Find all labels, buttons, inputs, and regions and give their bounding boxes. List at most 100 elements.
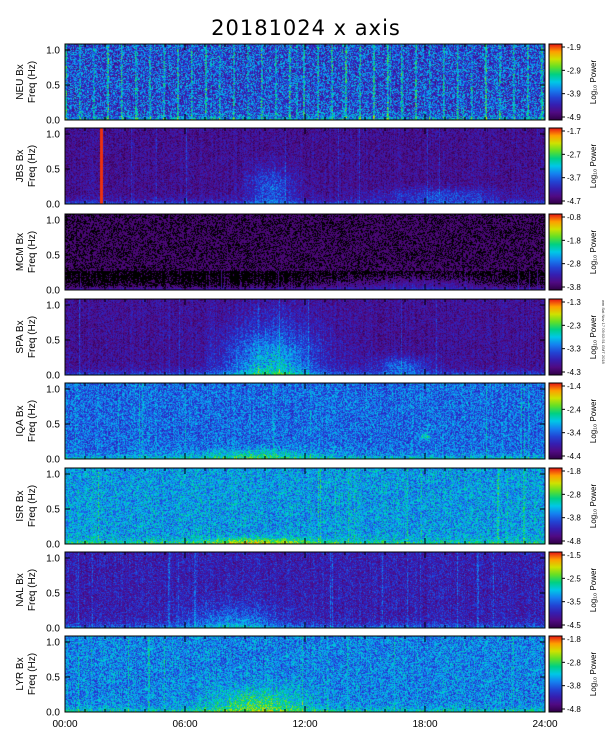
station-label: JBS Bx [15, 150, 26, 183]
spectrogram-5 [65, 383, 545, 459]
y-tick-label: 0.0 [46, 371, 60, 382]
y-tick-label: 0.5 [46, 505, 60, 516]
station-label: ISR Bx [15, 490, 26, 521]
colorbar [548, 298, 563, 376]
y-tick-label: 0.0 [46, 708, 60, 719]
colorbar-tick-label: -2.8 [567, 260, 581, 269]
colorbar-tick-label: -4.5 [567, 621, 581, 630]
spectrogram-8 [65, 636, 545, 712]
colorbar-tick-label: -1.9 [567, 43, 581, 52]
spectrogram-1 [65, 44, 545, 120]
panel-frame [64, 551, 546, 629]
x-tick-label: 12:00 [292, 719, 317, 730]
colorbar-tick-label: -2.8 [567, 490, 581, 499]
station-label: NEU Bx [15, 64, 26, 100]
y-axis-label: Freq (Hz) [27, 569, 38, 611]
spectrogram-6 [65, 468, 545, 544]
colorbar-tick-label: -3.4 [567, 429, 581, 438]
y-tick-label: 0.0 [46, 624, 60, 635]
y-tick-label: 1.0 [46, 216, 60, 227]
x-tick-label: 24:00 [532, 719, 557, 730]
y-tick-label: 0.5 [46, 81, 60, 92]
colorbar-tick-label: -4.9 [567, 113, 581, 122]
colorbar-tick-label: -1.8 [567, 236, 581, 245]
colorbar-label: Log₁₀ Power [589, 144, 598, 189]
x-tick-label: 18:00 [412, 719, 437, 730]
colorbar [548, 551, 563, 629]
y-axis-label: Freq (Hz) [27, 653, 38, 695]
colorbar-tick-label: -1.5 [567, 551, 581, 560]
x-tick-label: 00:00 [52, 719, 77, 730]
colorbar-tick-label: -3.9 [567, 90, 581, 99]
colorbar-tick-label: -2.8 [567, 658, 581, 667]
colorbar-tick-label: -2.4 [567, 405, 581, 414]
colorbar-tick-label: -4.8 [567, 705, 581, 714]
colorbar-label: Log₁₀ Power [589, 315, 598, 360]
colorbar-tick-label: -1.3 [567, 298, 581, 307]
y-tick-label: 0.5 [46, 589, 60, 600]
spectrogram-3 [65, 214, 545, 290]
panel-3: 0.0 0.5 1.0 MCM Bx Freq (Hz) -0.8 -1.8 -2.8 -3.8… [15, 213, 598, 297]
colorbar [548, 382, 563, 460]
y-tick-label: 1.0 [46, 385, 60, 396]
y-tick-label: 0.0 [46, 455, 60, 466]
colorbar-label: Log₁₀ Power [589, 568, 598, 613]
y-axis-label: Freq (Hz) [27, 316, 38, 358]
panel-frame [64, 43, 546, 121]
y-axis-label: Freq (Hz) [27, 145, 38, 187]
colorbar-tick-label: -1.8 [567, 467, 581, 476]
station-label: NAL Bx [15, 573, 26, 607]
colorbar-tick-label: -3.3 [567, 345, 581, 354]
panel-frame [64, 382, 546, 460]
colorbar-tick-label: -3.8 [567, 283, 581, 292]
y-axis-label: Freq (Hz) [27, 400, 38, 442]
panel-6: 0.0 0.5 1.0 ISR Bx Freq (Hz) -1.8 -2.8 -3.8 -4.8… [15, 467, 598, 551]
spectrogram-2 [65, 128, 545, 204]
panel-5: 0.0 0.5 1.0 IQA Bx Freq (Hz) -1.4 -2.4 -3.4 -4.4… [15, 382, 598, 466]
panel-2: 0.0 0.5 1.0 JBS Bx Freq (Hz) -1.7 -2.7 -3.7 -4.7… [15, 127, 598, 211]
panel-7: 0.0 0.5 1.0 NAL Bx Freq (Hz) -1.5 -2.5 -3.5 -4.5… [15, 551, 598, 635]
colorbar-tick-label: -2.7 [567, 150, 581, 159]
y-tick-label: 0.5 [46, 251, 60, 262]
colorbar-tick-label: -4.8 [567, 537, 581, 546]
station-label: LYR Bx [15, 657, 26, 690]
colorbar [548, 127, 563, 205]
colorbar-tick-label: -3.8 [567, 682, 581, 691]
y-axis-label: Freq (Hz) [27, 61, 38, 103]
station-label: MCM Bx [15, 233, 26, 271]
colorbar-tick-label: -4.3 [567, 368, 581, 377]
y-axis-label: Freq (Hz) [27, 231, 38, 273]
colorbar [548, 43, 563, 121]
y-tick-label: 0.5 [46, 673, 60, 684]
y-tick-label: 1.0 [46, 554, 60, 565]
panel-frame [64, 298, 546, 376]
colorbar-tick-label: -0.8 [567, 213, 581, 222]
colorbar-tick-label: -1.7 [567, 127, 581, 136]
colorbar [548, 635, 563, 713]
y-axis-label: Freq (Hz) [27, 485, 38, 527]
colorbar-tick-label: -3.7 [567, 174, 581, 183]
y-tick-label: 0.0 [46, 540, 60, 551]
y-tick-label: 1.0 [46, 470, 60, 481]
colorbar-tick-label: -3.8 [567, 514, 581, 523]
colorbar-tick-label: -1.8 [567, 635, 581, 644]
y-tick-label: 0.5 [46, 420, 60, 431]
y-tick-label: 1.0 [46, 46, 60, 57]
colorbar-tick-label: -4.4 [567, 452, 581, 461]
station-label: SPA Bx [15, 320, 26, 353]
colorbar [548, 467, 563, 545]
spectrogram-7 [65, 552, 545, 628]
x-tick-label: 06:00 [172, 719, 197, 730]
colorbar-tick-label: -2.5 [567, 574, 581, 583]
y-tick-label: 1.0 [46, 130, 60, 141]
y-tick-label: 0.0 [46, 286, 60, 297]
y-tick-label: 0.5 [46, 336, 60, 347]
colorbar-label: Log₁₀ Power [589, 230, 598, 275]
panel-frame [64, 127, 546, 205]
panel-1: 0.0 0.5 1.0 NEU Bx Freq (Hz) -1.9 -2.9 -3.9 -4.9… [15, 43, 598, 127]
colorbar-tick-label: -2.9 [567, 66, 581, 75]
colorbar-label: Log₁₀ Power [589, 399, 598, 444]
chart-title: 20181024 x axis [211, 16, 401, 40]
panel-4: 0.0 0.5 1.0 SPA Bx Freq (Hz) -1.3 -2.3 -3.3 -4.3… [15, 298, 598, 382]
